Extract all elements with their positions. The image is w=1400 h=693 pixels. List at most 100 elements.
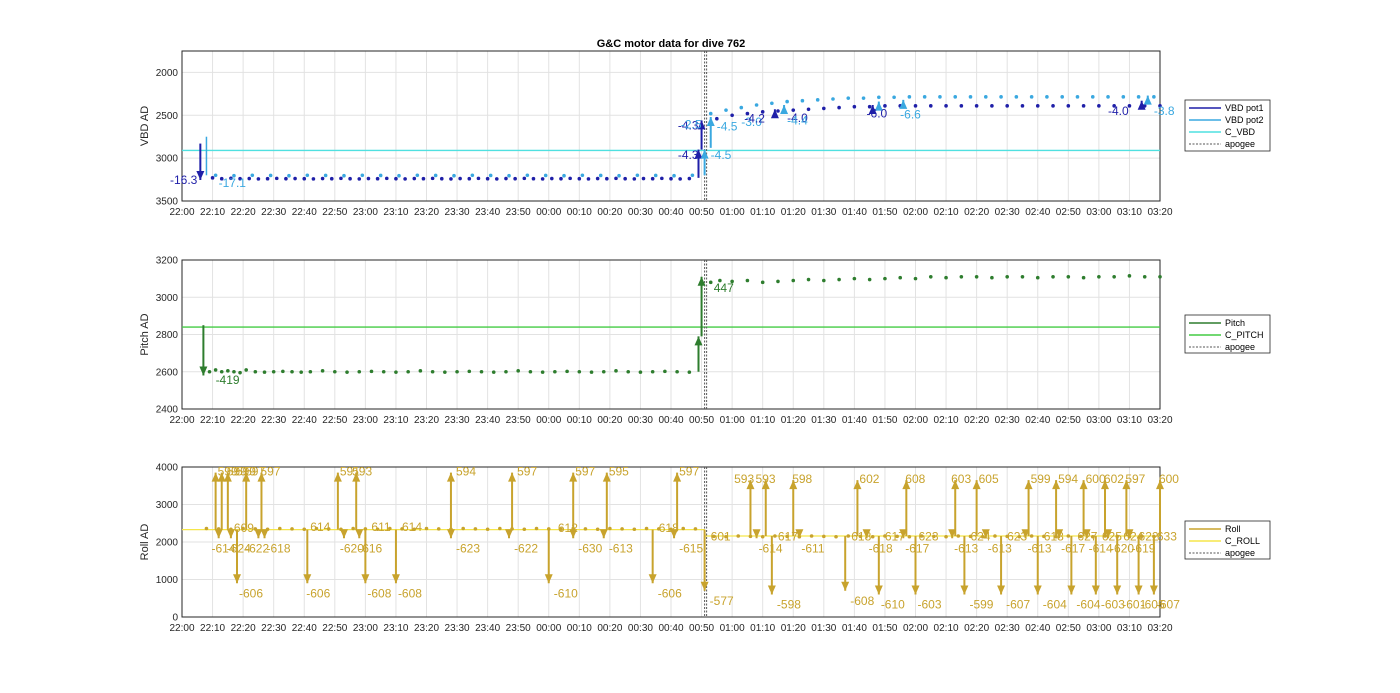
roll-event-label: 594 bbox=[456, 465, 476, 479]
x-tick-label: 22:50 bbox=[322, 415, 347, 426]
vbd-arrow-head bbox=[1137, 100, 1146, 110]
data-point bbox=[907, 95, 912, 99]
data-point bbox=[1017, 534, 1022, 539]
roll-arrow-head bbox=[752, 529, 761, 539]
data-point bbox=[311, 177, 316, 181]
data-point bbox=[785, 99, 789, 104]
data-point bbox=[534, 526, 539, 531]
data-point bbox=[990, 275, 994, 280]
data-point bbox=[632, 527, 637, 532]
roll-event-label: -608 bbox=[398, 586, 422, 600]
data-point bbox=[614, 369, 618, 373]
data-label: 622 bbox=[1139, 529, 1159, 543]
x-tick-label: 23:10 bbox=[383, 415, 408, 426]
legend-label: VBD pot1 bbox=[1225, 103, 1264, 113]
data-point bbox=[467, 176, 472, 181]
data-point bbox=[540, 177, 545, 181]
x-tick-label: 22:30 bbox=[261, 415, 286, 426]
data-label: -17.1 bbox=[219, 176, 247, 190]
roll-arrow-head bbox=[673, 472, 682, 482]
roll-event-label: -604 bbox=[1043, 598, 1067, 612]
data-point bbox=[913, 276, 918, 281]
roll-event-label: -610 bbox=[881, 598, 905, 612]
data-point bbox=[959, 104, 964, 108]
data-point bbox=[415, 173, 420, 178]
data-point bbox=[525, 173, 530, 178]
data-point bbox=[626, 369, 631, 374]
data-point bbox=[394, 176, 398, 181]
data-point bbox=[461, 526, 465, 531]
x-tick-label: 23:00 bbox=[353, 415, 378, 426]
data-point bbox=[852, 104, 857, 109]
roll-event-label: 597 bbox=[1125, 472, 1145, 486]
x-tick-label: 01:50 bbox=[872, 623, 897, 634]
data-point bbox=[244, 368, 248, 372]
roll-arrow-head bbox=[902, 480, 911, 490]
roll-event-label: 605 bbox=[979, 472, 999, 486]
data-point bbox=[693, 527, 698, 531]
y-tick-label: 3000 bbox=[156, 500, 179, 511]
x-tick-label: 00:40 bbox=[658, 415, 683, 426]
data-point bbox=[436, 527, 441, 531]
data-point bbox=[846, 534, 851, 538]
data-point bbox=[598, 173, 603, 178]
x-tick-label: 22:30 bbox=[261, 623, 286, 634]
x-tick-label: 03:00 bbox=[1086, 207, 1111, 218]
y-tick-label: 3000 bbox=[156, 293, 179, 304]
vbd-arrow-head bbox=[700, 149, 709, 159]
data-point bbox=[660, 176, 664, 181]
data-label: 618 bbox=[851, 529, 871, 543]
roll-event-label: 597 bbox=[517, 465, 537, 479]
data-point bbox=[388, 526, 392, 531]
data-point bbox=[287, 173, 291, 178]
data-point bbox=[375, 527, 380, 532]
data-point bbox=[281, 369, 285, 374]
data-label: -4.3 bbox=[678, 148, 699, 162]
data-point bbox=[424, 526, 429, 531]
x-tick-label: 03:20 bbox=[1147, 207, 1172, 218]
x-tick-label: 00:20 bbox=[597, 415, 622, 426]
data-point bbox=[204, 526, 209, 531]
x-tick-label: 00:30 bbox=[628, 415, 653, 426]
y-tick-label: 2600 bbox=[156, 367, 179, 378]
roll-event-label: -614 bbox=[212, 541, 236, 555]
roll-event-label: -607 bbox=[1156, 598, 1180, 612]
plot-frame bbox=[181, 50, 1161, 202]
data-point bbox=[623, 176, 627, 181]
data-point bbox=[268, 173, 273, 178]
data-point bbox=[455, 369, 459, 374]
roll-event-label: -619 bbox=[1131, 541, 1155, 555]
roll-event-label: -614 bbox=[1089, 541, 1113, 555]
data-point bbox=[730, 113, 734, 118]
roll-arrow-head bbox=[841, 581, 850, 591]
x-tick-label: 00:00 bbox=[536, 207, 561, 218]
roll-arrow-head bbox=[853, 480, 862, 490]
data-point bbox=[439, 176, 444, 181]
roll-arrow-head bbox=[569, 529, 578, 539]
data-point bbox=[791, 278, 796, 283]
legend-box bbox=[1184, 314, 1271, 354]
roll-event-label: 594 bbox=[1058, 472, 1078, 486]
data-point bbox=[944, 104, 948, 108]
roll-event-label: -617 bbox=[1061, 541, 1085, 555]
data-point bbox=[1112, 104, 1116, 108]
data-point bbox=[913, 104, 918, 108]
data-point bbox=[974, 104, 979, 108]
roll-arrow-head bbox=[700, 581, 709, 591]
roll-arrow-head bbox=[446, 529, 455, 539]
data-point bbox=[650, 369, 655, 374]
x-tick-label: 02:10 bbox=[934, 415, 959, 426]
y-tick-label: 4000 bbox=[156, 463, 179, 474]
data-point bbox=[663, 369, 667, 374]
data-point bbox=[711, 534, 716, 539]
x-tick-label: 22:00 bbox=[169, 415, 194, 426]
data-point bbox=[1127, 104, 1132, 108]
roll-arrow-head bbox=[254, 529, 263, 539]
roll-event-label: 603 bbox=[951, 472, 971, 486]
data-label: -4.0 bbox=[1108, 104, 1129, 118]
data-point bbox=[919, 534, 924, 538]
x-tick-label: 01:20 bbox=[781, 207, 806, 218]
data-label: 623 bbox=[919, 529, 939, 543]
data-point bbox=[822, 534, 826, 539]
data-label: -4.5 bbox=[717, 119, 738, 133]
